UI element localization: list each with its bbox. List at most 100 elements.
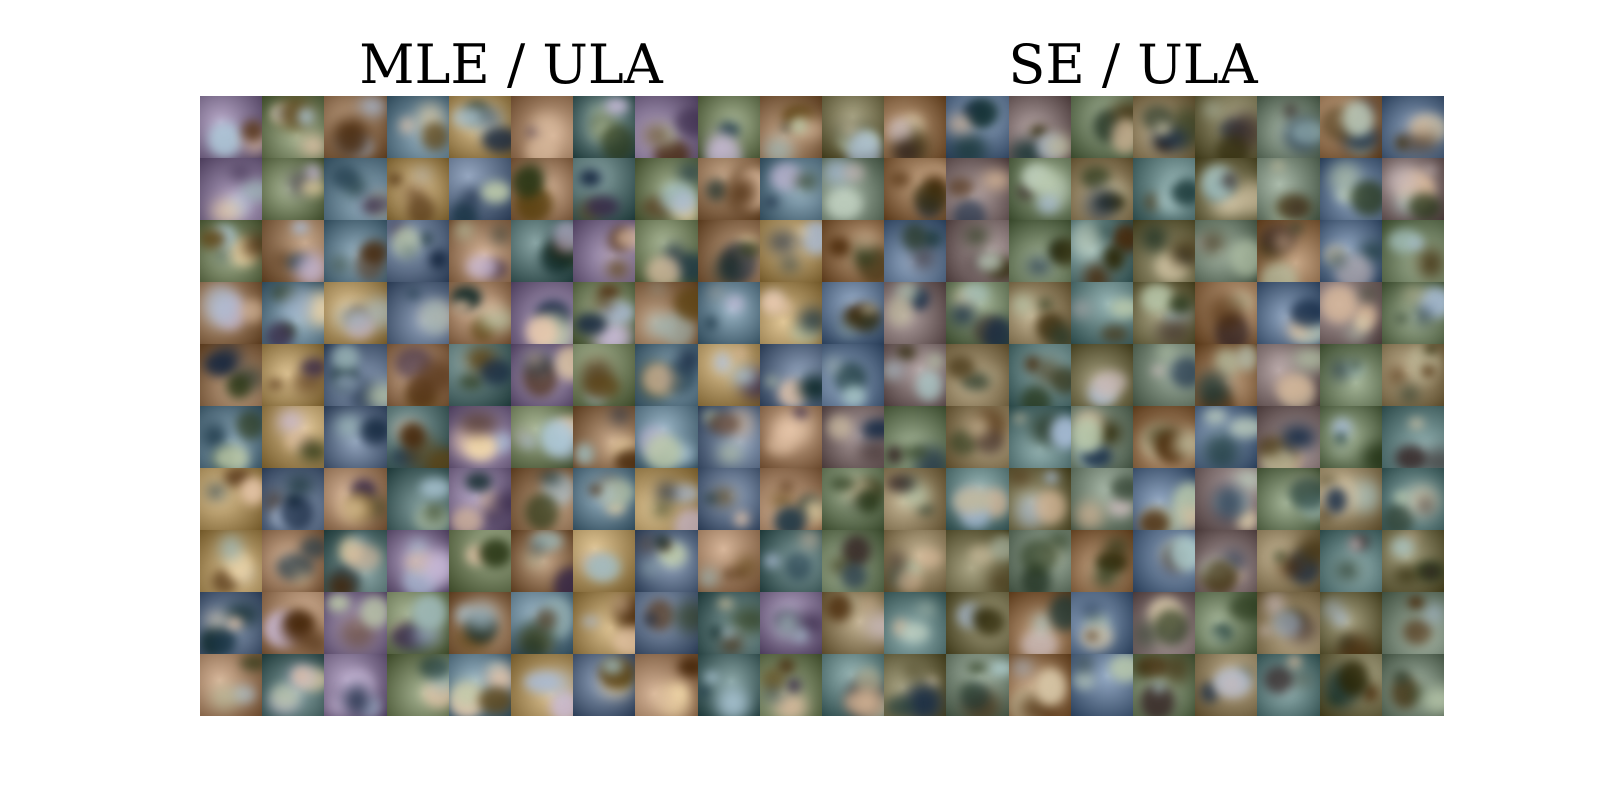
sample-image-tile (1009, 592, 1071, 654)
sample-image-tile (1257, 592, 1319, 654)
sample-image-tile (449, 654, 511, 716)
sample-image-tile (635, 406, 697, 468)
sample-image-tile (698, 530, 760, 592)
sample-image-tile (698, 96, 760, 158)
sample-image-tile (449, 96, 511, 158)
sample-image-tile (200, 220, 262, 282)
sample-image-tile (1009, 96, 1071, 158)
sample-image-tile (1320, 654, 1382, 716)
sample-image-tile (1320, 282, 1382, 344)
sample-image-tile (1133, 158, 1195, 220)
se-ula-sample-grid (822, 96, 1444, 716)
sample-image-tile (449, 530, 511, 592)
sample-image-tile (635, 282, 697, 344)
sample-image-tile (511, 158, 573, 220)
sample-image-tile (760, 344, 822, 406)
sample-image-tile (698, 592, 760, 654)
sample-image-tile (1009, 158, 1071, 220)
sample-image-tile (387, 406, 449, 468)
sample-image-tile (1382, 468, 1444, 530)
sample-image-tile (262, 158, 324, 220)
sample-image-tile (449, 592, 511, 654)
sample-image-tile (1133, 406, 1195, 468)
sample-image-tile (1257, 654, 1319, 716)
sample-image-tile (1257, 344, 1319, 406)
sample-image-tile (1195, 406, 1257, 468)
sample-image-tile (262, 406, 324, 468)
sample-image-tile (1195, 468, 1257, 530)
sample-image-tile (1382, 220, 1444, 282)
sample-image-tile (1009, 282, 1071, 344)
sample-image-tile (387, 592, 449, 654)
sample-image-tile (1257, 468, 1319, 530)
sample-image-tile (200, 654, 262, 716)
sample-image-tile (324, 530, 386, 592)
sample-image-tile (1257, 220, 1319, 282)
sample-image-tile (1257, 530, 1319, 592)
sample-image-tile (884, 468, 946, 530)
sample-image-tile (324, 158, 386, 220)
sample-image-tile (884, 220, 946, 282)
sample-image-tile (760, 220, 822, 282)
sample-image-tile (635, 344, 697, 406)
sample-image-tile (760, 468, 822, 530)
sample-image-tile (1195, 344, 1257, 406)
sample-image-tile (1320, 592, 1382, 654)
sample-image-tile (1009, 344, 1071, 406)
sample-image-tile (822, 96, 884, 158)
sample-image-tile (324, 406, 386, 468)
sample-image-tile (200, 406, 262, 468)
sample-image-tile (884, 654, 946, 716)
sample-image-tile (1320, 468, 1382, 530)
sample-image-tile (262, 530, 324, 592)
sample-image-tile (1257, 96, 1319, 158)
sample-image-tile (262, 654, 324, 716)
sample-image-tile (1009, 406, 1071, 468)
sample-image-tile (822, 282, 884, 344)
sample-image-tile (760, 530, 822, 592)
sample-image-tile (1320, 158, 1382, 220)
sample-image-tile (946, 158, 1008, 220)
sample-image-tile (1133, 654, 1195, 716)
sample-image-tile (573, 220, 635, 282)
sample-image-tile (760, 406, 822, 468)
sample-image-tile (324, 344, 386, 406)
sample-image-tile (1071, 220, 1133, 282)
sample-image-tile (1071, 654, 1133, 716)
sample-image-tile (635, 220, 697, 282)
sample-image-tile (1320, 406, 1382, 468)
sample-image-tile (262, 344, 324, 406)
sample-image-tile (511, 220, 573, 282)
sample-image-tile (1320, 220, 1382, 282)
sample-image-tile (200, 592, 262, 654)
sample-image-tile (200, 344, 262, 406)
sample-image-tile (573, 530, 635, 592)
sample-image-tile (511, 406, 573, 468)
title-mle-ula: MLE / ULA (200, 30, 822, 100)
sample-image-tile (946, 592, 1008, 654)
sample-image-tile (760, 96, 822, 158)
sample-image-tile (1195, 592, 1257, 654)
sample-image-tile (884, 158, 946, 220)
sample-image-tile (822, 654, 884, 716)
sample-image-tile (511, 654, 573, 716)
sample-image-tile (760, 654, 822, 716)
sample-image-tile (698, 344, 760, 406)
sample-image-tile (511, 468, 573, 530)
sample-image-tile (822, 468, 884, 530)
sample-image-tile (1195, 654, 1257, 716)
sample-image-tile (1009, 468, 1071, 530)
sample-image-tile (698, 468, 760, 530)
sample-image-tile (573, 654, 635, 716)
sample-image-tile (1382, 406, 1444, 468)
sample-image-tile (1195, 96, 1257, 158)
sample-image-tile (946, 468, 1008, 530)
sample-image-tile (262, 96, 324, 158)
sample-grid-left (200, 96, 822, 716)
sample-image-tile (1071, 468, 1133, 530)
sample-image-tile (262, 220, 324, 282)
sample-image-tile (387, 344, 449, 406)
sample-image-tile (1071, 530, 1133, 592)
sample-image-tile (946, 96, 1008, 158)
sample-image-tile (698, 654, 760, 716)
